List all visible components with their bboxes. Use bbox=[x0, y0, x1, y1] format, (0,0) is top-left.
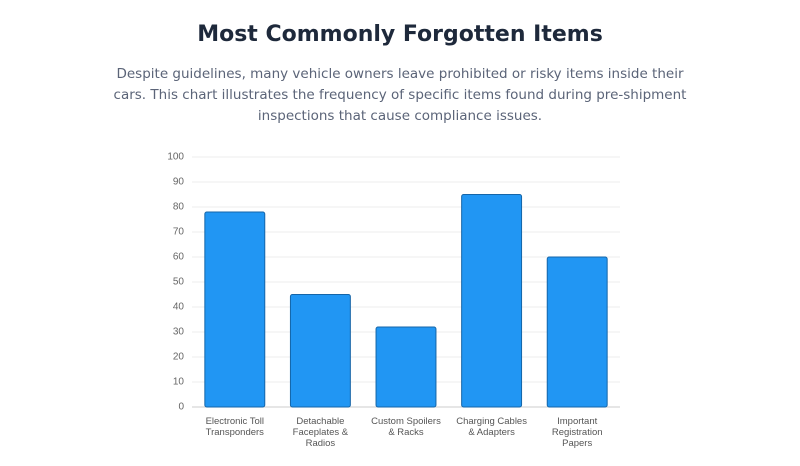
x-tick-label: Custom Spoilers & Racks bbox=[371, 416, 441, 438]
y-tick-label: 0 bbox=[178, 402, 184, 413]
x-tick-label: Charging Cables & Adapters bbox=[456, 416, 527, 438]
bar bbox=[375, 326, 437, 408]
bar bbox=[204, 211, 266, 408]
chart-subtitle: Despite guidelines, many vehicle owners … bbox=[113, 66, 687, 124]
y-tick-label: 10 bbox=[173, 377, 185, 388]
bar bbox=[289, 294, 351, 408]
y-tick-label: 70 bbox=[173, 227, 185, 238]
y-tick-label: 20 bbox=[173, 352, 185, 363]
y-tick-label: 90 bbox=[173, 177, 185, 188]
bar bbox=[546, 256, 608, 408]
x-tick-label: Detachable Faceplates & Radios bbox=[292, 416, 349, 449]
chart-title: Most Commonly Forgotten Items bbox=[197, 22, 603, 47]
x-tick-label: Electronic Toll Transponders bbox=[205, 416, 265, 438]
y-tick-label: 80 bbox=[173, 202, 185, 213]
y-tick-label: 50 bbox=[173, 277, 185, 288]
y-tick-label: 60 bbox=[173, 252, 185, 263]
x-tick-label: Important Registration Papers bbox=[551, 416, 603, 449]
y-tick-label: 40 bbox=[173, 302, 185, 313]
bar bbox=[461, 194, 523, 408]
y-tick-label: 100 bbox=[167, 152, 184, 163]
y-tick-label: 30 bbox=[173, 327, 185, 338]
